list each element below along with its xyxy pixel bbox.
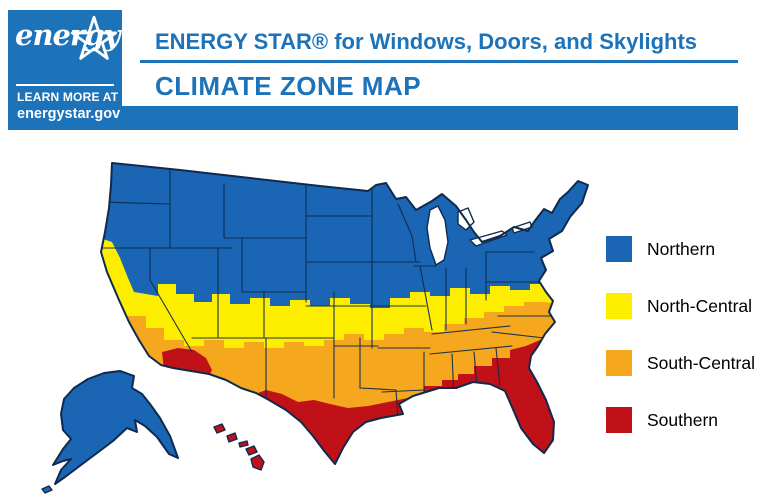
legend-swatch-southern bbox=[606, 407, 632, 433]
lake-michigan bbox=[426, 205, 449, 266]
state-borders bbox=[101, 167, 555, 419]
hawaii-molokai bbox=[238, 440, 249, 448]
page-title: ENERGY STAR® for Windows, Doors, and Sky… bbox=[155, 29, 698, 54]
energystar-gov-link[interactable]: energystar.gov bbox=[17, 106, 121, 122]
legend-item-south-central: South-Central bbox=[606, 350, 755, 376]
page-subtitle: CLIMATE ZONE MAP bbox=[155, 71, 422, 101]
aleutian-island bbox=[41, 485, 53, 494]
learn-more-block: LEARN MORE AT energystar.gov bbox=[17, 90, 120, 123]
legend-swatch-north-central bbox=[606, 293, 632, 319]
hawaii-oahu bbox=[226, 432, 238, 443]
learn-more-label: LEARN MORE AT bbox=[17, 90, 119, 104]
lake-ontario bbox=[511, 221, 533, 234]
logo-divider bbox=[16, 84, 114, 86]
legend-item-southern: Southern bbox=[606, 407, 755, 433]
star-icon bbox=[70, 15, 118, 60]
alaska bbox=[41, 370, 179, 494]
legend-swatch-south-central bbox=[606, 350, 632, 376]
energy-star-logo-box: energy LEARN MORE AT energystar.gov bbox=[8, 10, 122, 130]
header-blue-bar bbox=[122, 106, 738, 130]
hawaii-maui bbox=[245, 445, 258, 456]
legend-label-northern: Northern bbox=[647, 238, 716, 259]
legend-label-south-central: South-Central bbox=[647, 352, 755, 373]
hawaii-big-island bbox=[250, 454, 265, 471]
great-lakes bbox=[426, 205, 533, 266]
legend-item-northern: Northern bbox=[606, 236, 755, 262]
continental-outline bbox=[100, 162, 589, 465]
legend-label-southern: Southern bbox=[647, 409, 719, 430]
legend-swatch-northern bbox=[606, 236, 632, 262]
lake-erie bbox=[469, 230, 508, 247]
legend-label-north-central: North-Central bbox=[647, 295, 753, 316]
legend-item-north-central: North-Central bbox=[606, 293, 755, 319]
header-divider bbox=[140, 60, 738, 63]
legend: Northern North-Central South-Central Sou… bbox=[606, 236, 755, 464]
hawaii-kauai bbox=[213, 423, 226, 434]
alaska-shape bbox=[52, 370, 179, 485]
hawaii bbox=[213, 423, 265, 471]
